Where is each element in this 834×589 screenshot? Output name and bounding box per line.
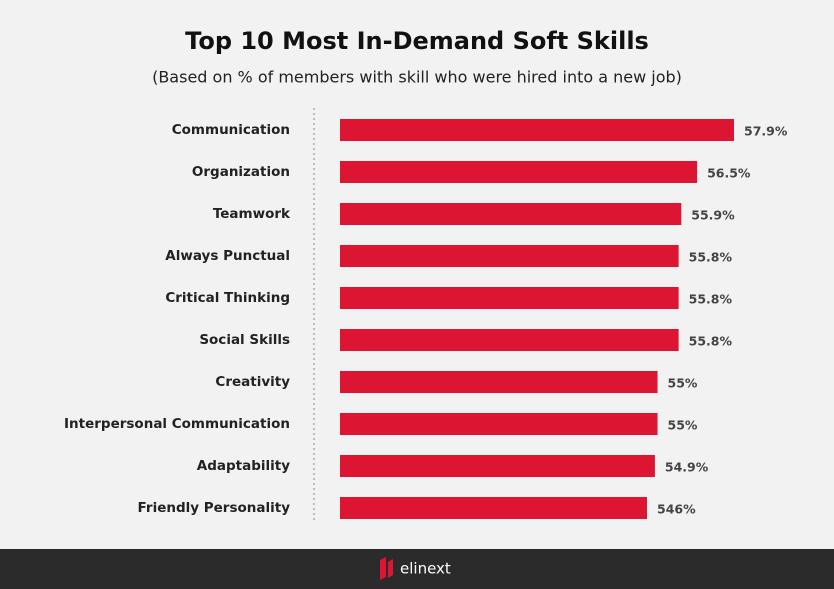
- value-label: 546%: [657, 502, 696, 517]
- category-label: Adaptability: [197, 458, 290, 474]
- bar: [340, 455, 655, 477]
- logo-text: elinext: [400, 560, 451, 578]
- category-label: Teamwork: [213, 206, 291, 222]
- category-label: Communication: [172, 122, 290, 138]
- bar: [340, 245, 679, 267]
- bar: [340, 203, 682, 225]
- value-label: 55.8%: [689, 334, 733, 349]
- category-label: Friendly Personality: [138, 500, 291, 516]
- category-label: Critical Thinking: [165, 290, 290, 306]
- category-label: Interpersonal Communication: [64, 416, 290, 432]
- bar: [340, 119, 734, 141]
- value-label: 55.8%: [689, 250, 733, 265]
- chart-title: Top 10 Most In-Demand Soft Skills: [185, 27, 649, 55]
- value-label: 57.9%: [744, 124, 788, 139]
- category-label: Social Skills: [199, 332, 290, 348]
- chart-subtitle: (Based on % of members with skill who we…: [152, 68, 682, 87]
- footer: [0, 549, 834, 589]
- value-label: 55.9%: [691, 208, 735, 223]
- value-label: 54.9%: [665, 460, 709, 475]
- bar: [340, 497, 647, 519]
- category-label: Creativity: [215, 374, 290, 390]
- value-label: 55%: [668, 418, 698, 433]
- bar: [340, 329, 679, 351]
- category-label: Always Punctual: [165, 248, 290, 264]
- bar: [340, 287, 679, 309]
- value-label: 56.5%: [707, 166, 751, 181]
- bar: [340, 161, 698, 183]
- bar: [340, 371, 658, 393]
- bar: [340, 413, 658, 435]
- value-label: 55%: [668, 376, 698, 391]
- logo-icon: [380, 557, 393, 580]
- category-label: Organization: [192, 164, 290, 180]
- value-label: 55.8%: [689, 292, 733, 307]
